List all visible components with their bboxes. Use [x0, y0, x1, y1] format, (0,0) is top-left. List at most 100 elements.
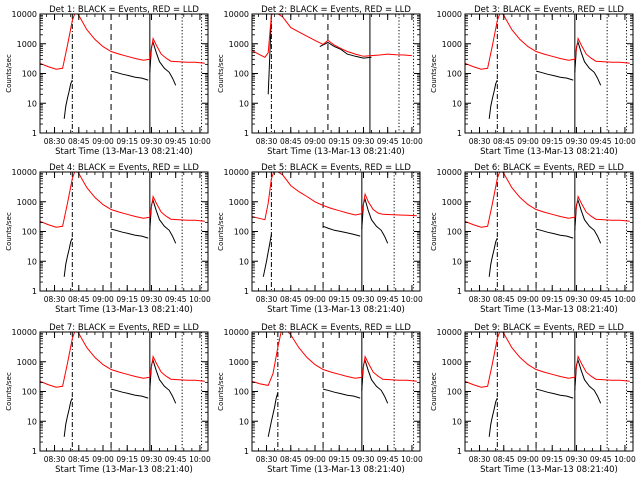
plot-frame: [464, 13, 634, 134]
events-series-line: [319, 41, 372, 59]
x-tick-label: 08:30: [44, 137, 66, 146]
y-tick-label: 1: [32, 287, 37, 296]
series-group: [465, 332, 630, 437]
y-tick-label: 100: [22, 228, 37, 237]
plot-frame: [464, 171, 634, 292]
y-tick-label: 100: [22, 388, 37, 397]
events-series-line: [149, 198, 177, 244]
y-tick-label: 1000: [17, 40, 37, 49]
x-tick-label: 09:15: [328, 295, 350, 304]
events-series-line: [574, 40, 602, 86]
y-axis-label: Counts/sec: [5, 54, 13, 93]
events-series-line: [488, 237, 498, 277]
x-tick-label: 10:00: [189, 137, 211, 146]
x-tick-label: 09:00: [92, 137, 114, 146]
y-tick-label: 10000: [224, 328, 249, 337]
events-series-line: [322, 388, 361, 399]
events-series-line: [488, 397, 498, 437]
y-axis-label: Counts/sec: [430, 212, 438, 251]
y-tick-label: 1: [32, 447, 37, 456]
panel-title: Det 6: BLACK = Events, RED = LLD: [474, 163, 624, 173]
plot-frame: [39, 171, 209, 292]
x-tick-label: 09:15: [328, 455, 350, 464]
lld-series-line: [252, 14, 412, 58]
x-tick-label: 10:00: [189, 295, 211, 304]
events-series-line: [535, 70, 574, 81]
x-tick-label: 09:15: [116, 295, 138, 304]
y-tick-label: 10: [452, 99, 462, 108]
y-tick-label: 1: [457, 287, 462, 296]
y-tick-label: 100: [447, 228, 462, 237]
y-tick-label: 1000: [229, 358, 249, 367]
chart-panel: 1 10 100 1000 10000 08:30 08:45 09:00 09:15 09:30…: [430, 163, 636, 315]
events-series-line: [63, 79, 73, 119]
y-tick-label: 100: [234, 70, 249, 79]
y-tick-label: 100: [22, 70, 37, 79]
plot-frame: [251, 171, 421, 292]
x-tick-label: 09:30: [141, 455, 163, 464]
chart-panel: 1 10 100 1000 10000 08:30 08:45 09:00 09:15 09:30…: [430, 323, 636, 475]
lld-series-line: [465, 172, 630, 228]
x-tick-label: 08:45: [493, 295, 515, 304]
x-axis-label: Start Time (13-Mar-13 08:21:40): [55, 465, 193, 475]
events-series-line: [149, 40, 177, 86]
x-tick-label: 08:45: [493, 137, 515, 146]
events-series-line: [110, 388, 149, 399]
y-tick-label: 10: [452, 257, 462, 266]
x-tick-label: 08:30: [256, 455, 278, 464]
x-tick-label: 09:00: [517, 455, 539, 464]
plot-frame: [251, 13, 421, 134]
y-tick-label: 100: [234, 388, 249, 397]
y-tick-label: 10000: [437, 328, 462, 337]
x-tick-label: 08:30: [44, 295, 66, 304]
y-tick-label: 10: [452, 417, 462, 426]
x-tick-label: 09:30: [353, 455, 375, 464]
y-tick-label: 1000: [229, 198, 249, 207]
y-tick-label: 10: [27, 417, 37, 426]
series-group: [40, 14, 205, 119]
x-tick-label: 08:45: [493, 455, 515, 464]
x-tick-label: 09:30: [353, 137, 375, 146]
y-axis-label: Counts/sec: [5, 372, 13, 411]
x-tick-label: 09:15: [541, 137, 563, 146]
y-tick-label: 10000: [224, 168, 249, 177]
events-series-line: [110, 228, 149, 239]
x-tick-label: 09:00: [517, 137, 539, 146]
x-tick-label: 09:00: [304, 137, 326, 146]
panel-title: Det 5: BLACK = Events, RED = LLD: [261, 163, 411, 173]
x-tick-label: 09:30: [566, 295, 588, 304]
x-tick-label: 09:45: [377, 295, 399, 304]
x-tick-label: 09:30: [141, 137, 163, 146]
panel-title: Det 7: BLACK = Events, RED = LLD: [49, 323, 199, 333]
x-axis-label: Start Time (13-Mar-13 08:21:40): [267, 147, 405, 157]
chart-panel: 1 10 100 1000 10000 08:30 08:45 09:00 09:15 09:30…: [5, 5, 211, 157]
y-tick-label: 1000: [442, 358, 462, 367]
chart-panel: 1 10 100 1000 10000 08:30 08:45 09:00 09:15 09:30…: [217, 323, 423, 475]
x-tick-label: 09:45: [165, 137, 187, 146]
x-tick-label: 09:45: [590, 455, 612, 464]
x-tick-label: 10:00: [189, 455, 211, 464]
x-tick-label: 08:45: [68, 455, 90, 464]
chart-panel: 1 10 100 1000 10000 08:30 08:45 09:00 09:15 09:30…: [5, 163, 211, 315]
x-tick-label: 09:45: [165, 295, 187, 304]
events-series-line: [535, 228, 574, 239]
events-series-line: [574, 358, 602, 404]
panel-title: Det 1: BLACK = Events, RED = LLD: [49, 5, 199, 15]
series-group: [252, 14, 412, 95]
events-series-line: [262, 234, 272, 277]
x-tick-label: 08:30: [256, 137, 278, 146]
x-tick-label: 08:45: [68, 295, 90, 304]
chart-panel: 1 10 100 1000 10000 08:30 08:45 09:00 09:15 09:30…: [5, 323, 211, 475]
y-tick-label: 10000: [437, 10, 462, 19]
x-tick-label: 09:15: [116, 455, 138, 464]
x-tick-label: 09:45: [377, 137, 399, 146]
events-series-line: [322, 225, 361, 237]
x-tick-label: 09:00: [92, 455, 114, 464]
x-tick-label: 09:15: [541, 455, 563, 464]
events-series-line: [63, 397, 73, 437]
events-series-line: [361, 197, 389, 244]
panel-title: Det 8: BLACK = Events, RED = LLD: [261, 323, 411, 333]
x-tick-label: 09:00: [517, 295, 539, 304]
y-tick-label: 1: [244, 287, 249, 296]
